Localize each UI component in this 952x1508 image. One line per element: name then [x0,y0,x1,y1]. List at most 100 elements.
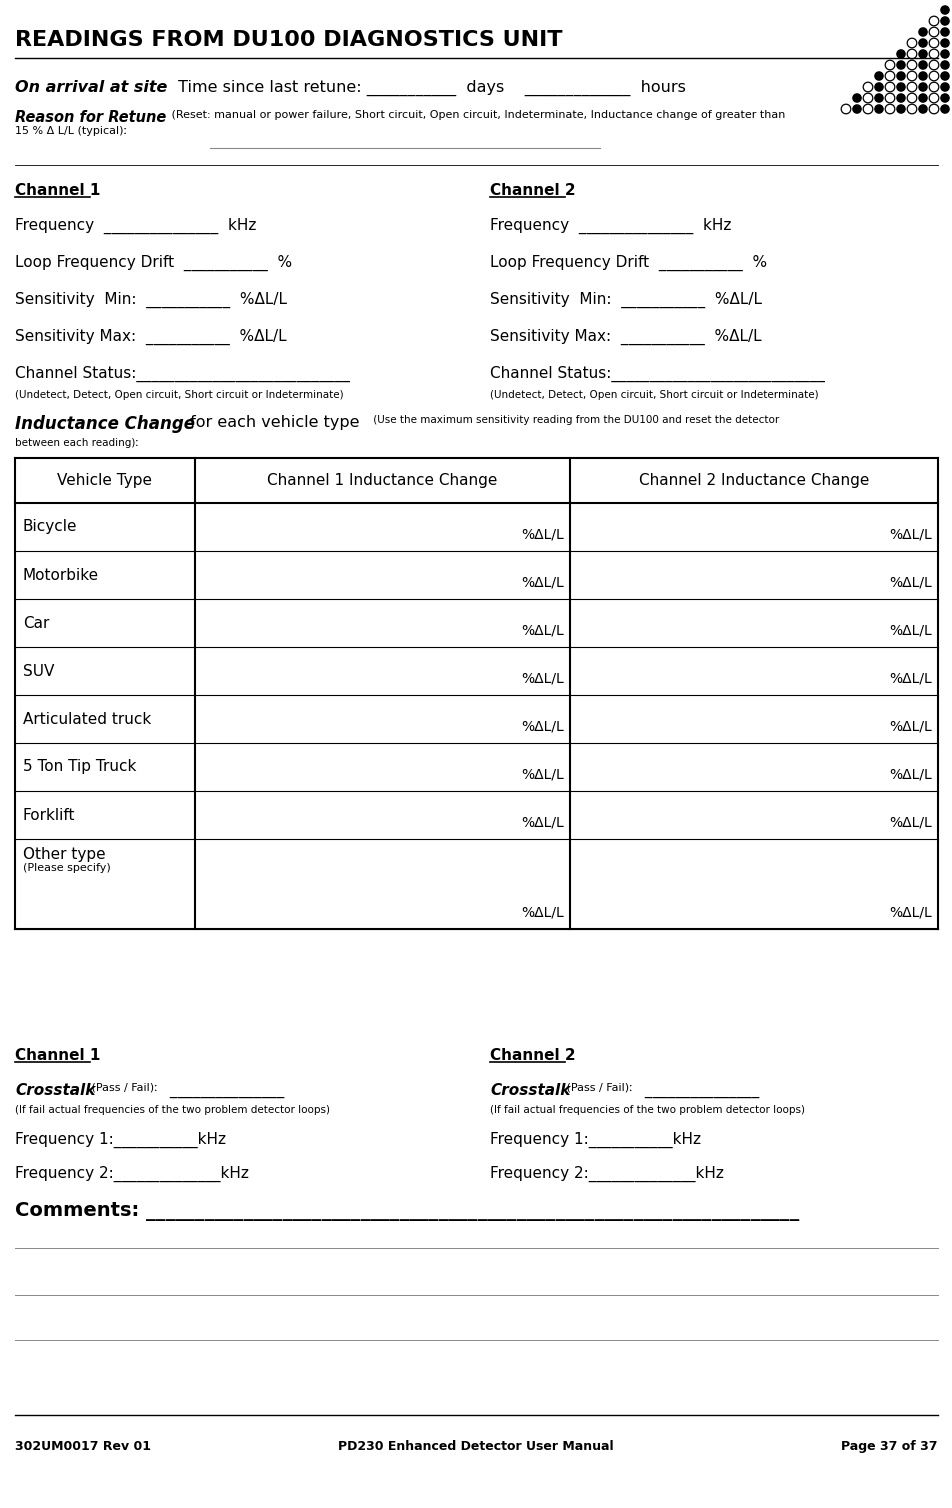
Circle shape [873,83,883,92]
Text: PD230 Enhanced Detector User Manual: PD230 Enhanced Detector User Manual [338,1440,613,1454]
Circle shape [940,93,949,103]
Text: %ΔL/L: %ΔL/L [888,814,931,829]
Text: %ΔL/L: %ΔL/L [888,768,931,781]
Text: for each vehicle type: for each vehicle type [185,415,359,430]
Text: Reason for Retune: Reason for Retune [15,110,166,125]
Text: %ΔL/L: %ΔL/L [521,526,564,541]
Text: Frequency 2:______________kHz: Frequency 2:______________kHz [15,1166,248,1182]
Text: Time since last retune: ___________  days    _____________  hours: Time since last retune: ___________ days… [173,80,685,97]
Text: Loop Frequency Drift  ___________  %: Loop Frequency Drift ___________ % [15,255,292,271]
Circle shape [895,93,904,103]
Circle shape [895,83,904,92]
Text: Articulated truck: Articulated truck [23,712,151,727]
Circle shape [917,104,927,113]
Text: Loop Frequency Drift  ___________  %: Loop Frequency Drift ___________ % [489,255,766,271]
Circle shape [940,83,949,92]
Circle shape [917,50,927,59]
Text: Channel 2 Inductance Change: Channel 2 Inductance Change [638,474,868,489]
Circle shape [917,38,927,48]
Circle shape [940,60,949,69]
Text: (If fail actual frequencies of the two problem detector loops): (If fail actual frequencies of the two p… [15,1105,329,1114]
Text: Frequency  _______________  kHz: Frequency _______________ kHz [489,219,730,234]
Circle shape [940,38,949,48]
Text: Frequency 1:___________kHz: Frequency 1:___________kHz [15,1133,226,1148]
Text: Vehicle Type: Vehicle Type [57,474,152,489]
Text: (Undetect, Detect, Open circuit, Short circuit or Indeterminate): (Undetect, Detect, Open circuit, Short c… [489,391,818,400]
Circle shape [873,71,883,81]
Text: 5 Ton Tip Truck: 5 Ton Tip Truck [23,760,136,775]
Text: %ΔL/L: %ΔL/L [888,671,931,685]
Text: Channel 1: Channel 1 [15,182,100,198]
Text: On arrival at site: On arrival at site [15,80,168,95]
Text: 302UM0017 Rev 01: 302UM0017 Rev 01 [15,1440,150,1454]
Text: (Pass / Fail)ː: (Pass / Fail)ː [88,1083,158,1093]
Text: Sensitivity Max:  ___________  %ΔL/L: Sensitivity Max: ___________ %ΔL/L [489,329,761,345]
Text: Sensitivity  Min:  ___________  %ΔL/L: Sensitivity Min: ___________ %ΔL/L [489,293,762,308]
Circle shape [851,104,861,113]
Circle shape [917,93,927,103]
Text: Channel 2: Channel 2 [489,182,575,198]
Text: Motorbike: Motorbike [23,567,99,582]
Circle shape [940,71,949,81]
Text: 15 % Δ L/L (typical)ː: 15 % Δ L/L (typical)ː [15,127,128,136]
Text: Frequency 2:______________kHz: Frequency 2:______________kHz [489,1166,724,1182]
Text: Frequency 1:___________kHz: Frequency 1:___________kHz [489,1133,701,1148]
Circle shape [917,71,927,81]
Text: Sensitivity  Min:  ___________  %ΔL/L: Sensitivity Min: ___________ %ΔL/L [15,293,287,308]
Text: _______________: _______________ [165,1083,284,1098]
Text: %ΔL/L: %ΔL/L [521,719,564,733]
Text: %ΔL/L: %ΔL/L [888,526,931,541]
Circle shape [917,83,927,92]
Text: (Pass / Fail)ː: (Pass / Fail)ː [563,1083,632,1093]
Text: Page 37 of 37: Page 37 of 37 [841,1440,937,1454]
Text: %ΔL/L: %ΔL/L [521,671,564,685]
Text: (Please specify): (Please specify) [23,863,110,873]
Text: %ΔL/L: %ΔL/L [521,905,564,918]
Circle shape [873,104,883,113]
Text: _______________: _______________ [640,1083,759,1098]
Circle shape [895,60,904,69]
Text: Channel 1 Inductance Change: Channel 1 Inductance Change [267,474,497,489]
Circle shape [940,50,949,59]
Text: %ΔL/L: %ΔL/L [521,623,564,636]
Circle shape [895,71,904,81]
Text: %ΔL/L: %ΔL/L [521,814,564,829]
Text: (If fail actual frequencies of the two problem detector loops): (If fail actual frequencies of the two p… [489,1105,804,1114]
Text: %ΔL/L: %ΔL/L [888,623,931,636]
Circle shape [940,5,949,15]
Text: (Use the maximum sensitivity reading from the DU100 and reset the detector: (Use the maximum sensitivity reading fro… [369,415,779,425]
Text: between each reading)ː: between each reading)ː [15,437,139,448]
Text: Channel Status:____________________________: Channel Status:_________________________… [15,366,349,382]
Circle shape [917,60,927,69]
Text: Channel 1: Channel 1 [15,1048,100,1063]
Text: Forklift: Forklift [23,807,75,822]
Text: Channel 2: Channel 2 [489,1048,575,1063]
Text: READINGS FROM DU100 DIAGNOSTICS UNIT: READINGS FROM DU100 DIAGNOSTICS UNIT [15,30,562,50]
Text: %ΔL/L: %ΔL/L [888,575,931,590]
Text: %ΔL/L: %ΔL/L [888,905,931,918]
Text: Channel Status:____________________________: Channel Status:_________________________… [489,366,824,382]
Text: SUV: SUV [23,664,54,679]
Text: Comments: ___________________________________________________________________: Comments: ______________________________… [15,1202,799,1221]
Text: Car: Car [23,615,50,630]
Text: Sensitivity Max:  ___________  %ΔL/L: Sensitivity Max: ___________ %ΔL/L [15,329,287,345]
Text: Crosstalk: Crosstalk [15,1083,95,1098]
Text: %ΔL/L: %ΔL/L [888,719,931,733]
Circle shape [851,93,861,103]
Text: Bicycle: Bicycle [23,519,77,534]
Text: (Reset: manual or power failure, Short circuit, Open circuit, Indeterminate, Ind: (Reset: manual or power failure, Short c… [168,110,784,121]
Circle shape [873,93,883,103]
Text: %ΔL/L: %ΔL/L [521,575,564,590]
Circle shape [895,104,904,113]
Text: Inductance Change: Inductance Change [15,415,195,433]
Text: %ΔL/L: %ΔL/L [521,768,564,781]
Text: Frequency  _______________  kHz: Frequency _______________ kHz [15,219,256,234]
Text: Other type: Other type [23,847,106,863]
Circle shape [917,27,927,36]
Circle shape [895,50,904,59]
Text: Crosstalk: Crosstalk [489,1083,570,1098]
Text: (Undetect, Detect, Open circuit, Short circuit or Indeterminate): (Undetect, Detect, Open circuit, Short c… [15,391,344,400]
Circle shape [940,17,949,26]
Circle shape [940,27,949,36]
Circle shape [940,104,949,113]
